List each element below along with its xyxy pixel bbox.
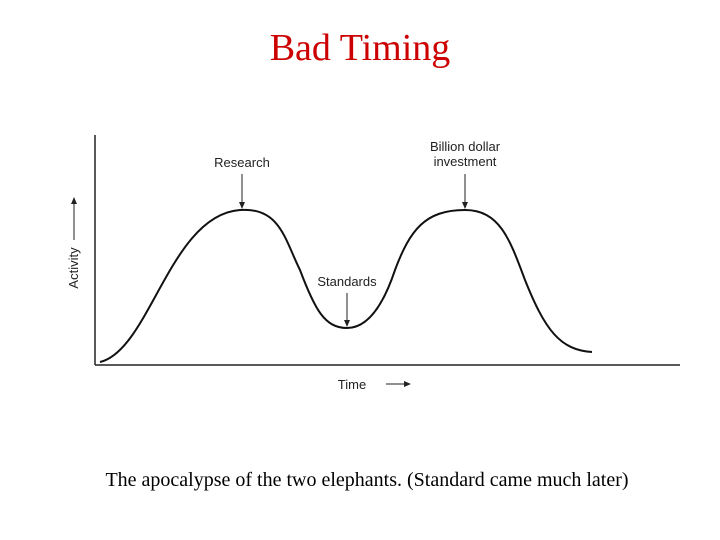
- annotation: Standards: [317, 274, 377, 289]
- annotation: Billion dollar: [430, 139, 501, 154]
- activity-curve: [99, 208, 593, 363]
- annotation: investment: [434, 154, 497, 169]
- x-axis-label: Time: [338, 377, 366, 392]
- annotation: Research: [214, 155, 270, 170]
- caption: The apocalypse of the two elephants. (St…: [105, 469, 628, 491]
- y-axis-label: Activity: [66, 247, 81, 289]
- slide-title: Bad Timing: [270, 27, 451, 69]
